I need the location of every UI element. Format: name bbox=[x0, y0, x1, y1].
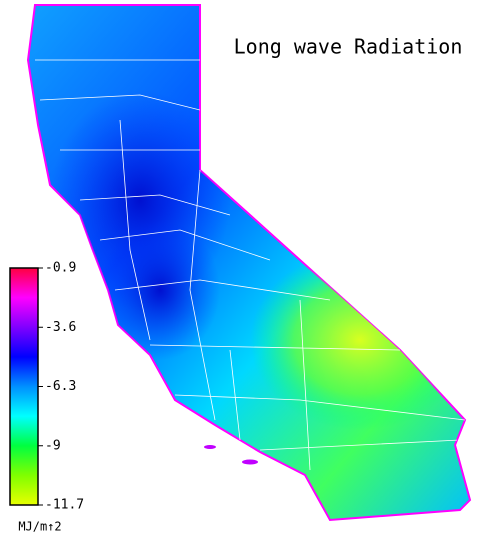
colorbar-tick-label: -9 bbox=[45, 438, 61, 453]
state-map bbox=[26, 4, 472, 522]
colorbar-tick-label: -3.6 bbox=[45, 320, 76, 335]
colorbar: -0.9 -3.6 -6.3 -9 -11.7 bbox=[9, 261, 84, 513]
colorbar-tick-label: -0.9 bbox=[45, 261, 76, 276]
colorbar-unit: MJ/m↑2 bbox=[18, 520, 61, 534]
map-title: Long wave Radiation bbox=[234, 35, 463, 59]
colorbar-tick-label: -6.3 bbox=[45, 379, 76, 394]
colorbar-tick-label: -11.7 bbox=[45, 498, 84, 513]
colorbar-scale bbox=[9, 267, 39, 506]
